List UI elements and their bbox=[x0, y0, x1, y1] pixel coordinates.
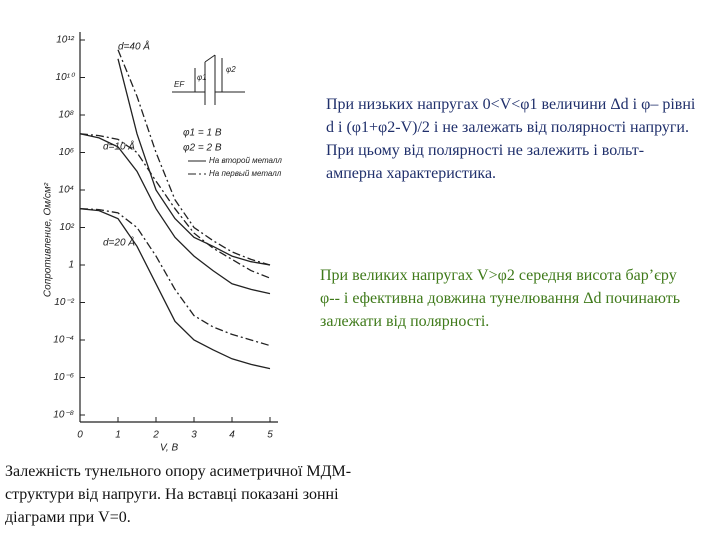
caption: Залежність тунельного опору асиметричної… bbox=[5, 463, 352, 526]
y-tick-label: 10⁻⁴ bbox=[53, 335, 74, 346]
annotation: φ2 = 2 В bbox=[183, 143, 222, 154]
legend-label: На второй металл bbox=[209, 156, 282, 165]
x-tick-label: 1 bbox=[115, 430, 121, 441]
y-tick-label: 10⁸ bbox=[59, 110, 74, 121]
inset-label: φ1 bbox=[197, 73, 207, 82]
inset-diagram bbox=[172, 54, 245, 105]
x-tick-label: 5 bbox=[267, 430, 273, 441]
y-tick-label: 10¹⁰ bbox=[56, 72, 76, 83]
inset-label: EF bbox=[174, 80, 185, 89]
y-tick-label: 10¹² bbox=[56, 35, 74, 46]
inset-label: φ2 bbox=[226, 65, 236, 74]
chart: V, В Сопротивление, Ом/см² 10⁻⁸ 10⁻⁶ 10⁻⁴ 1… bbox=[43, 32, 282, 454]
data-line bbox=[79, 133, 271, 279]
y-tick-label: 10⁴ bbox=[59, 185, 74, 196]
y-tick-label: 10⁻⁸ bbox=[53, 410, 74, 421]
annotation: d=20 Å bbox=[103, 236, 135, 249]
x-tick-label: 3 bbox=[191, 430, 197, 441]
data-line bbox=[117, 58, 271, 266]
annotation: φ1 = 1 В bbox=[183, 128, 222, 139]
annotation: d=40 Å bbox=[118, 40, 150, 53]
legend-label: На первый металл bbox=[209, 169, 282, 178]
data-line bbox=[79, 208, 271, 370]
paragraph-2: При великих напругах V>φ2 середня висота… bbox=[320, 267, 681, 330]
annotation: d=10 Å bbox=[103, 140, 135, 153]
x-tick-label: 0 bbox=[77, 430, 83, 441]
paragraph-1: При низьких напругах 0<V<φ1 величини Δd … bbox=[326, 96, 696, 182]
data-line bbox=[79, 133, 271, 295]
y-tick-label: 1 bbox=[68, 260, 74, 271]
x-axis-label: V, В bbox=[160, 443, 178, 454]
y-tick-label: 10⁶ bbox=[59, 147, 74, 158]
y-axis-label: Сопротивление, Ом/см² bbox=[43, 182, 54, 297]
data-line bbox=[117, 49, 271, 266]
data-line bbox=[79, 208, 271, 347]
y-tick-label: 10⁻⁶ bbox=[53, 372, 74, 383]
x-tick-label: 2 bbox=[152, 430, 159, 441]
y-tick-label: 10² bbox=[60, 222, 75, 233]
x-tick-label: 4 bbox=[229, 430, 235, 441]
y-tick-label: 10⁻² bbox=[54, 297, 74, 308]
